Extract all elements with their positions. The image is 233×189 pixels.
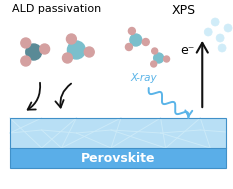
Text: XPS: XPS (171, 4, 195, 17)
Circle shape (125, 43, 132, 50)
Text: Perovskite: Perovskite (81, 152, 155, 164)
Polygon shape (10, 118, 226, 148)
FancyArrowPatch shape (185, 110, 192, 117)
Text: ALD passivation: ALD passivation (12, 4, 101, 14)
Circle shape (128, 28, 135, 35)
Circle shape (84, 47, 94, 57)
Circle shape (204, 28, 212, 36)
Circle shape (224, 24, 232, 32)
Circle shape (152, 48, 158, 54)
Circle shape (21, 38, 31, 48)
FancyArrowPatch shape (197, 43, 208, 107)
Circle shape (26, 44, 42, 60)
Circle shape (66, 34, 76, 44)
Circle shape (216, 34, 224, 42)
Circle shape (218, 44, 226, 52)
Circle shape (142, 39, 149, 46)
Circle shape (40, 44, 50, 54)
FancyArrowPatch shape (55, 84, 71, 108)
Circle shape (21, 56, 31, 66)
FancyArrowPatch shape (28, 83, 40, 110)
Circle shape (164, 56, 170, 62)
Text: e⁻: e⁻ (180, 43, 194, 57)
Polygon shape (10, 148, 226, 168)
Circle shape (154, 53, 164, 63)
Circle shape (211, 18, 219, 26)
Circle shape (130, 34, 142, 46)
Text: X-ray: X-ray (130, 73, 157, 83)
Circle shape (62, 53, 72, 63)
Circle shape (67, 41, 85, 59)
Circle shape (151, 61, 157, 67)
